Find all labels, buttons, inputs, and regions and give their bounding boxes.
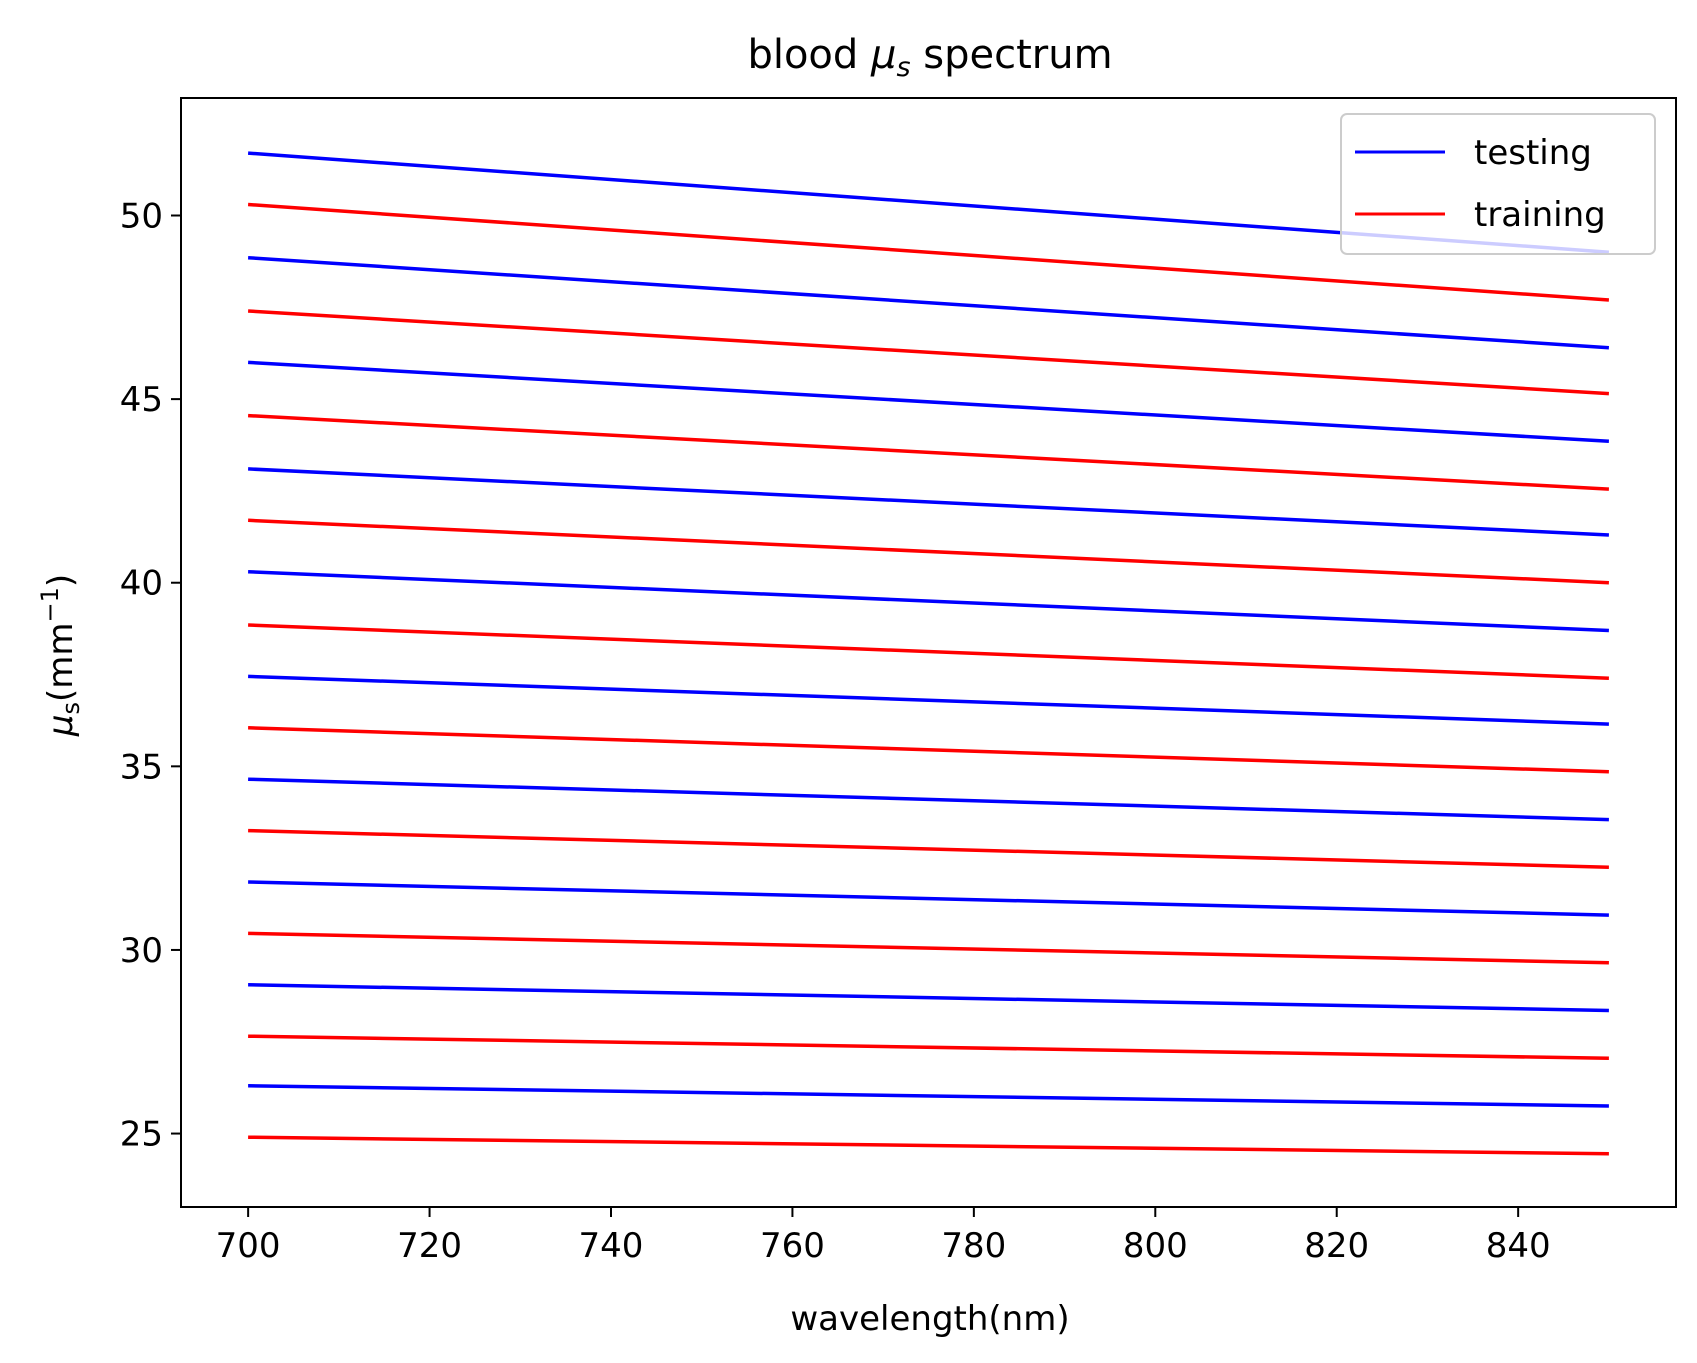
series-line-training-9 bbox=[248, 623, 1609, 680]
series-line-training-17 bbox=[248, 1034, 1609, 1061]
x-tick-label: 760 bbox=[760, 1226, 825, 1266]
series-layer bbox=[247, 151, 1610, 1156]
legend-box bbox=[1340, 113, 1656, 255]
x-tick-label: 800 bbox=[1123, 1226, 1188, 1266]
y-tick-label: 40 bbox=[120, 564, 163, 604]
y-tick-label: 45 bbox=[120, 380, 163, 420]
series-line-training-15 bbox=[248, 931, 1609, 965]
series-line-testing-8 bbox=[248, 569, 1609, 633]
series-line-training-7 bbox=[248, 518, 1609, 585]
y-tick-label: 50 bbox=[120, 197, 163, 237]
series-line-testing-16 bbox=[248, 983, 1609, 1013]
series-line-training-19 bbox=[248, 1135, 1609, 1156]
series-line-training-3 bbox=[247, 309, 1610, 396]
x-axis-ticks: 700 720 740 760 780 800 820 840 bbox=[216, 1207, 1551, 1266]
series-line-testing-4 bbox=[247, 360, 1610, 444]
series-line-training-11 bbox=[248, 726, 1609, 774]
x-axis-label: wavelength(nm) bbox=[790, 1299, 1069, 1339]
series-line-training-1 bbox=[247, 202, 1610, 302]
x-tick-label: 700 bbox=[216, 1226, 281, 1266]
series-line-testing-12 bbox=[248, 777, 1609, 822]
y-axis-ticks: 25 30 35 40 45 50 bbox=[120, 197, 181, 1155]
x-tick-label: 720 bbox=[397, 1226, 462, 1266]
series-line-testing-14 bbox=[248, 880, 1609, 917]
series-line-testing-10 bbox=[248, 674, 1609, 726]
legend-label-training: training bbox=[1474, 195, 1606, 235]
legend-label-testing: testing bbox=[1474, 133, 1592, 173]
x-tick-label: 840 bbox=[1486, 1226, 1551, 1266]
series-line-training-13 bbox=[248, 828, 1609, 870]
plot-area bbox=[180, 97, 1677, 1208]
series-line-training-5 bbox=[248, 413, 1609, 491]
y-tick-label: 35 bbox=[120, 747, 163, 787]
y-axis-label: μs(mm−1) bbox=[36, 574, 85, 737]
x-tick-label: 740 bbox=[579, 1226, 644, 1266]
y-tick-label: 25 bbox=[120, 1115, 163, 1155]
series-line-testing-2 bbox=[247, 255, 1610, 350]
chart-title: blood μs spectrum bbox=[747, 32, 1112, 83]
axes-frame bbox=[180, 97, 1677, 1208]
x-tick-label: 820 bbox=[1304, 1226, 1369, 1266]
legend: testing training bbox=[1340, 113, 1656, 255]
x-tick-label: 780 bbox=[941, 1226, 1006, 1266]
y-tick-label: 30 bbox=[120, 931, 163, 971]
series-line-testing-6 bbox=[248, 467, 1609, 537]
series-line-testing-18 bbox=[248, 1084, 1609, 1108]
